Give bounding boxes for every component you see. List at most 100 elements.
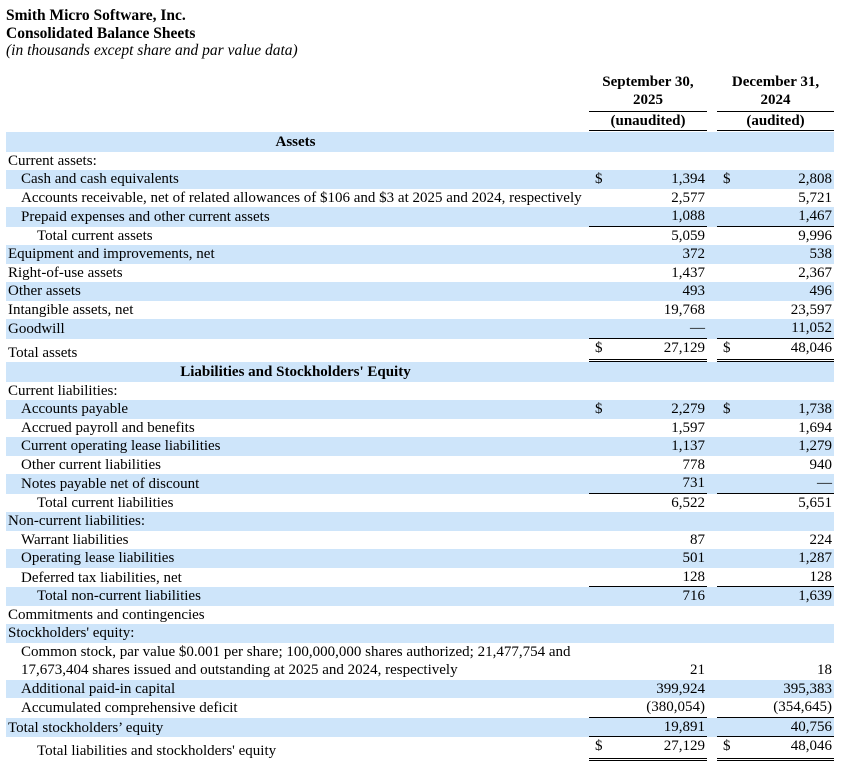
value-sep-2025: 716: [589, 587, 707, 606]
row-label: Commitments and contingencies: [8, 606, 205, 623]
amount: 1,394: [671, 171, 705, 187]
table-row: Current operating lease liabilities 1,137…: [6, 437, 834, 456]
balance-sheet-document: Smith Micro Software, Inc. Consolidated …: [6, 7, 834, 761]
row-label: Liabilities and Stockholders' Equity: [180, 364, 411, 380]
currency-symbol: $: [595, 738, 603, 754]
value-dec-2024: 940: [717, 456, 834, 475]
amount: —: [817, 475, 832, 491]
units-note: (in thousands except share and par value…: [6, 42, 298, 59]
row-label: Stockholders' equity:: [8, 625, 135, 641]
value-sep-2025: 1,597: [589, 419, 707, 438]
row-label: Total current liabilities: [37, 494, 174, 511]
table-row: Total non-current liabilities 716 1,639: [6, 587, 834, 606]
amount: 27,129: [663, 339, 705, 356]
amount: 9,996: [798, 227, 832, 244]
amount: 493: [682, 283, 706, 299]
table-row: Non-current liabilities:: [6, 512, 834, 531]
table-row: Equipment and improvements, net 372 538: [6, 245, 834, 264]
amount: 1,639: [798, 588, 832, 604]
row-label: Current liabilities:: [8, 382, 118, 399]
table-row: Stockholders' equity:: [6, 624, 834, 643]
row-label: Cash and cash equivalents: [21, 171, 179, 187]
amount: 1,088: [671, 208, 705, 224]
amount: 18: [817, 662, 832, 678]
balance-sheet-rows: Assets Current assets: Cash and cash equiv…: [6, 132, 834, 761]
table-row: Commitments and contingencies: [6, 606, 834, 625]
row-label: Total non-current liabilities: [37, 588, 201, 604]
amount: 6,522: [671, 494, 705, 511]
value-dec-2024: $1,738: [717, 400, 834, 419]
table-row: Total stockholders’ equity 19,891 40,756: [6, 717, 834, 737]
amount: 27,129: [663, 738, 705, 754]
value-sep-2025: 5,059: [589, 227, 707, 246]
amount: 19,891: [663, 718, 705, 735]
table-row: Current assets:: [6, 152, 834, 171]
table-row: Prepaid expenses and other current asset…: [6, 207, 834, 227]
amount: 1,467: [798, 208, 832, 224]
row-label: Accrued payroll and benefits: [21, 419, 195, 436]
value-sep-2025: 778: [589, 456, 707, 475]
amount: 501: [682, 550, 706, 566]
currency-symbol: $: [723, 738, 731, 754]
row-label: Common stock, par value $0.001 per share…: [21, 643, 571, 679]
value-sep-2025: —: [589, 319, 707, 339]
value-dec-2024: 2,367: [717, 264, 834, 283]
table-row: Common stock, par value $0.001 per share…: [6, 643, 834, 680]
amount: 1,694: [798, 419, 832, 436]
table-row: Total assets $27,129 $48,046: [6, 339, 834, 362]
company-name: Smith Micro Software, Inc.: [6, 7, 186, 24]
value-sep-2025: 1,088: [589, 207, 707, 227]
table-row: Notes payable net of discount 731 —: [6, 474, 834, 494]
value-dec-2024: 1,639: [717, 587, 834, 606]
amount: 399,924: [656, 680, 705, 697]
amount: 731: [682, 475, 706, 491]
value-sep-2025: 87: [589, 531, 707, 550]
column-date-line1: December 31,: [731, 73, 820, 90]
table-row: Accounts payable $2,279 $1,738: [6, 400, 834, 419]
amount: 5,721: [798, 189, 832, 206]
currency-symbol: $: [723, 401, 731, 417]
column-date-line2: 2024: [760, 92, 791, 108]
table-row: Accumulated comprehensive deficit (380,05…: [6, 698, 834, 718]
table-row: Accrued payroll and benefits 1,597 1,694: [6, 419, 834, 438]
column-header-sep-2025: September 30, 2025 (unaudited): [589, 73, 707, 131]
amount: 372: [682, 246, 706, 262]
value-dec-2024: 1,467: [717, 207, 834, 227]
value-sep-2025: 501: [589, 549, 707, 568]
amount: 128: [682, 568, 706, 585]
value-sep-2025: 399,924: [589, 680, 707, 699]
table-row: Warrant liabilities 87 224: [6, 531, 834, 550]
amount: —: [690, 320, 705, 336]
table-row: Accounts receivable, net of related allo…: [6, 189, 834, 208]
value-sep-2025: 1,137: [589, 437, 707, 456]
table-row: Goodwill — 11,052: [6, 319, 834, 339]
row-label: Accounts payable: [21, 401, 129, 417]
table-row: Right-of-use assets 1,437 2,367: [6, 264, 834, 283]
amount: 496: [809, 283, 833, 299]
value-dec-2024: 5,721: [717, 189, 834, 208]
row-label: Assets: [275, 134, 316, 150]
value-dec-2024: $48,046: [717, 737, 834, 761]
row-label: Operating lease liabilities: [21, 550, 175, 566]
row-label: Total liabilities and stockholders' equi…: [37, 743, 277, 759]
value-dec-2024: 9,996: [717, 227, 834, 246]
row-label: Total current assets: [37, 227, 153, 244]
value-sep-2025: 19,768: [589, 301, 707, 320]
row-label: Other assets: [8, 283, 81, 299]
amount: 128: [809, 568, 833, 585]
amount: 21: [690, 662, 705, 678]
value-dec-2024: $2,808: [717, 170, 834, 189]
value-dec-2024: 224: [717, 531, 834, 550]
amount: 2,367: [798, 264, 832, 281]
table-row: Deferred tax liabilities, net 128 128: [6, 568, 834, 587]
amount: 19,768: [663, 301, 705, 318]
column-note-audited: (audited): [717, 112, 834, 131]
amount: 778: [682, 456, 706, 473]
amount: 48,046: [790, 339, 832, 356]
column-date-sep-2025: September 30, 2025: [589, 73, 707, 112]
amount: 2,279: [671, 401, 705, 417]
value-sep-2025: $27,129: [589, 339, 707, 362]
row-label: Total assets: [8, 344, 78, 361]
amount: 23,597: [790, 301, 832, 318]
table-row: Additional paid-in capital 399,924 395,383: [6, 679, 834, 699]
